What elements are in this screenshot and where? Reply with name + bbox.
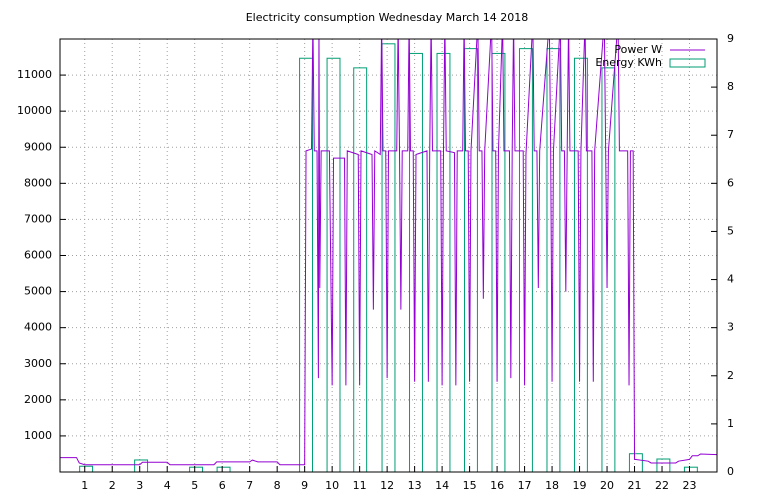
y-tick-label: 11000 (17, 68, 52, 81)
energy-box (683, 466, 698, 472)
plot-area (60, 39, 717, 472)
y2-tick-label: 4 (727, 273, 734, 286)
energy-box (436, 52, 451, 472)
y2-tick-label: 5 (727, 224, 734, 237)
y-tick-label: 10000 (17, 104, 52, 117)
energy-box (353, 67, 368, 472)
x-tick-label: 22 (655, 479, 669, 492)
x-tick-label: 10 (325, 479, 339, 492)
energy-box (326, 57, 341, 472)
y-tick-label: 5000 (24, 285, 52, 298)
energy-box (134, 459, 149, 472)
y2-tick-label: 0 (727, 465, 734, 478)
y-tick-label: 3000 (24, 357, 52, 370)
energy-box (656, 458, 671, 472)
x-tick-label: 21 (628, 479, 642, 492)
energy-box (601, 67, 616, 472)
energy-box (464, 48, 478, 472)
power-line (60, 39, 717, 466)
x-tick-label: 17 (518, 479, 532, 492)
grid (60, 39, 717, 472)
x-tick-label: 20 (600, 479, 614, 492)
x-tick-label: 6 (219, 479, 226, 492)
y2-tick-label: 7 (727, 128, 734, 141)
chart-title: Electricity consumption Wednesday March … (246, 11, 529, 24)
x-tick-label: 23 (683, 479, 697, 492)
x-tick-label: 2 (109, 479, 116, 492)
y-tick-label: 2000 (24, 393, 52, 406)
x-tick-label: 5 (191, 479, 198, 492)
energy-box (573, 57, 588, 472)
y2-tick-label: 2 (727, 369, 734, 382)
x-tick-label: 4 (164, 479, 171, 492)
y-tick-label: 9000 (24, 140, 52, 153)
x-tick-label: 7 (246, 479, 253, 492)
y2-tick-label: 1 (727, 417, 734, 430)
energy-box (79, 465, 94, 472)
x-tick-label: 15 (463, 479, 477, 492)
y2-tick-label: 9 (727, 32, 734, 45)
x-tick-label: 1 (81, 479, 88, 492)
energy-box (546, 48, 561, 472)
energy-box (491, 52, 506, 472)
y2-tick-label: 6 (727, 176, 734, 189)
y-tick-label: 4000 (24, 321, 52, 334)
x-tick-label: 18 (545, 479, 559, 492)
x-tick-label: 19 (573, 479, 587, 492)
y-tick-label: 8000 (24, 176, 52, 189)
x-tick-label: 14 (435, 479, 449, 492)
legend-label: Energy KWh (595, 56, 662, 69)
y-tick-label: 6000 (24, 249, 52, 262)
legend-swatch (669, 58, 706, 68)
x-tick-label: 11 (353, 479, 367, 492)
y2-tick-label: 3 (727, 321, 734, 334)
legend-label: Power W (614, 43, 662, 56)
energy-box (381, 43, 396, 472)
energy-box (216, 466, 231, 472)
x-tick-label: 12 (380, 479, 394, 492)
energy-box (628, 453, 643, 472)
y2-tick-label: 8 (727, 80, 734, 93)
y-tick-label: 1000 (24, 429, 52, 442)
x-tick-label: 13 (408, 479, 422, 492)
energy-box (518, 48, 533, 472)
x-tick-label: 16 (490, 479, 504, 492)
energy-box (189, 466, 204, 472)
energy-box (299, 57, 313, 472)
x-tick-label: 9 (301, 479, 308, 492)
axes: 1 2 3 4 5 6 7 8 9 10 11 12 13 14 15 16 17 18 19 20 21 22 23100… (17, 32, 734, 492)
x-tick-label: 8 (274, 479, 281, 492)
y-tick-label: 7000 (24, 212, 52, 225)
x-tick-label: 3 (136, 479, 143, 492)
energy-box (409, 52, 423, 472)
